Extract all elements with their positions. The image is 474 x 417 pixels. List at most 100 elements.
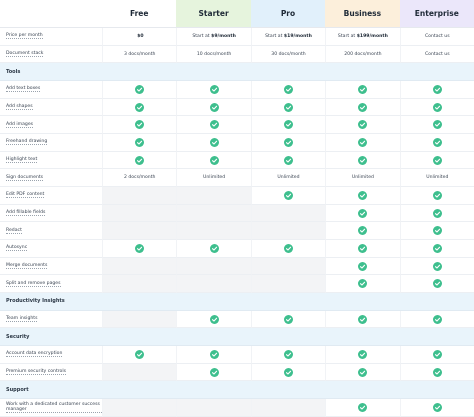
plan-cell: Unlimited (176, 169, 251, 188)
plan-cell (325, 257, 400, 276)
plan-name: Business (343, 9, 382, 18)
cell-text: Start at (192, 33, 210, 39)
plan-cell: Start at $19/month (250, 28, 326, 46)
check-icon (135, 102, 145, 112)
check-icon (209, 120, 219, 130)
feature-label: Document stack (0, 46, 102, 64)
cell-text: Unlimited (351, 175, 374, 181)
plan-cell (399, 98, 474, 117)
check-icon (283, 314, 293, 324)
check-icon (358, 120, 368, 130)
plan-header: Starter (176, 0, 251, 28)
plan-cell (250, 346, 326, 364)
check-icon (209, 349, 219, 359)
check-icon (432, 190, 442, 200)
plan-cell (399, 275, 474, 294)
plan-cell (250, 187, 326, 205)
plan-cell (325, 275, 400, 294)
feature-label: Work with a dedicated customer success m… (0, 399, 102, 417)
check-icon (358, 243, 368, 253)
check-icon (283, 137, 293, 147)
plan-cell (102, 134, 177, 152)
plan-cell (399, 187, 474, 205)
plan-cell (102, 346, 177, 364)
section-row: Productivity Insights (0, 293, 474, 311)
section-row: Security (0, 328, 474, 347)
feature-name: Autosync (6, 245, 28, 252)
plan-cell: Start at $199/month (325, 28, 400, 46)
feature-name: Merge documents (6, 263, 48, 270)
check-icon (209, 243, 219, 253)
plan-cell (399, 116, 474, 135)
check-icon (283, 155, 293, 165)
plan-cell (250, 151, 326, 170)
feature-name: Highlight text (6, 157, 38, 164)
section-title: Productivity Insights (6, 298, 65, 305)
plan-cell (325, 187, 400, 205)
check-icon (135, 155, 145, 165)
plan-cell (176, 346, 251, 364)
plan-cell (250, 257, 326, 276)
section-title: Support (6, 386, 29, 393)
plan-cell (176, 116, 251, 135)
feature-label: Merge documents (0, 258, 102, 276)
plan-cell (325, 310, 400, 329)
cell-text: Unlimited (426, 175, 449, 181)
plan-cell: $0 (102, 28, 177, 46)
plan-cell (325, 116, 400, 135)
plan-cell (176, 363, 251, 382)
feature-label: Add fillable fields (0, 205, 102, 223)
plan-cell (176, 81, 251, 99)
plan-cell (325, 134, 400, 152)
feature-label: Add shapes (0, 99, 102, 117)
plan-cell (176, 310, 251, 329)
plan-cell (102, 275, 177, 294)
check-icon (283, 243, 293, 253)
plan-cell (399, 310, 474, 329)
cell-text: Contact us (424, 33, 450, 39)
check-icon (358, 226, 368, 236)
feature-name: Account data encryption (6, 351, 63, 358)
plan-cell (399, 134, 474, 152)
plan-cell (102, 204, 177, 223)
plan-cell (399, 222, 474, 241)
cell-price: $199/month (356, 33, 388, 39)
check-icon (358, 279, 368, 289)
check-icon (432, 261, 442, 271)
plan-cell (250, 134, 326, 152)
plan-cell (176, 134, 251, 152)
plan-cell (176, 204, 251, 223)
feature-name: Redact (6, 227, 22, 234)
cell-text: Contact us (424, 51, 450, 57)
plan-header: Free (102, 0, 177, 28)
check-icon (135, 137, 145, 147)
check-icon (432, 243, 442, 253)
feature-name: Add images (6, 121, 34, 128)
plan-cell: 30 docs/month (250, 45, 326, 64)
feature-label: Highlight text (0, 152, 102, 170)
check-icon (432, 84, 442, 94)
feature-label: Team insights (0, 311, 102, 329)
check-icon (432, 349, 442, 359)
check-icon (283, 349, 293, 359)
feature-name: Add text boxes (6, 86, 41, 93)
cell-text: Start at (265, 33, 283, 39)
cell-text: 200 docs/month (344, 51, 382, 57)
feature-label: Edit PDF content (0, 187, 102, 205)
check-icon (432, 226, 442, 236)
plan-name: Pro (280, 9, 296, 18)
plan-cell: Unlimited (325, 169, 400, 188)
section-title: Security (6, 333, 30, 340)
section-title: Tools (6, 68, 21, 75)
check-icon (432, 137, 442, 147)
feature-name: Document stack (6, 51, 44, 57)
plan-cell (102, 151, 177, 170)
check-icon (358, 190, 368, 200)
check-icon (135, 84, 145, 94)
check-icon (358, 102, 368, 112)
plan-cell (176, 98, 251, 117)
feature-label: Split and remove pages (0, 275, 102, 294)
plan-cell: Unlimited (250, 169, 326, 188)
feature-name: Sign documents (6, 174, 44, 181)
